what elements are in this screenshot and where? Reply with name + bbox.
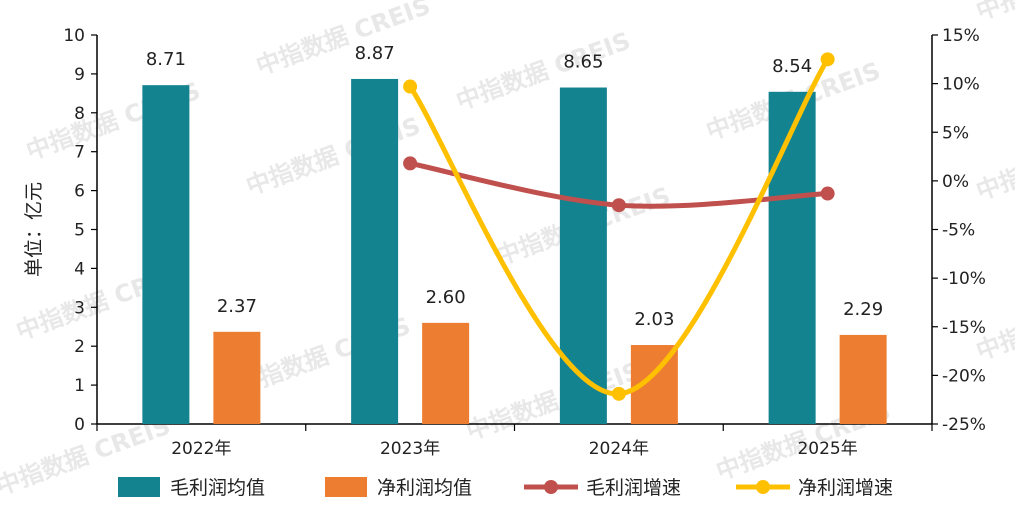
x-tick-label: 2024年 [589, 439, 649, 459]
y-right-tick-label: -20% [942, 366, 986, 386]
legend-marker [544, 480, 558, 494]
legend-label: 净利润增速 [798, 477, 893, 499]
legend-marker [756, 480, 770, 494]
x-tick-label: 2025年 [797, 439, 857, 459]
legend-label: 毛利润增速 [586, 477, 681, 499]
y-right-tick-label: -25% [942, 415, 986, 435]
bar [213, 331, 261, 424]
x-tick-label: 2022年 [171, 439, 231, 459]
bar [422, 322, 470, 424]
series-point [611, 386, 626, 401]
bar-data-label: 2.60 [426, 287, 466, 308]
y-right-tick-label: 5% [942, 123, 969, 143]
series-point [403, 79, 418, 94]
y-right-tick-label: 10% [942, 75, 980, 95]
watermark-text: 中指数据 CREIS [252, 0, 434, 81]
watermark-text: 中指数据 CREIS [462, 357, 644, 446]
bar-data-label: 8.87 [355, 43, 395, 64]
y-left-tick-label: 10 [63, 26, 85, 46]
bar-data-label: 8.54 [772, 56, 812, 77]
y-right-tick-label: -5% [942, 221, 975, 241]
bar [839, 334, 887, 424]
y-axis-title: 单位：亿元 [23, 182, 45, 277]
bar-data-label: 8.71 [146, 49, 186, 70]
y-left-tick-label: 9 [74, 65, 85, 85]
y-left-tick-label: 7 [74, 143, 85, 163]
bar [559, 87, 607, 424]
legend-label: 毛利润均值 [170, 477, 265, 499]
bar-data-label: 2.37 [217, 296, 257, 317]
y-left-tick-label: 2 [74, 337, 85, 357]
series-point [820, 52, 835, 67]
series-point [403, 156, 418, 171]
bar-data-label: 2.03 [634, 309, 674, 330]
y-right-tick-label: -10% [942, 269, 986, 289]
y-left-tick-label: 5 [74, 221, 85, 241]
y-left-tick-label: 0 [74, 415, 85, 435]
x-tick-label: 2023年 [380, 439, 440, 459]
legend-label: 净利润均值 [377, 477, 472, 499]
y-right-tick-label: 15% [942, 26, 980, 46]
y-right-tick-label: 0% [942, 172, 969, 192]
y-right-tick-label: -15% [942, 318, 986, 338]
bar-data-label: 8.65 [563, 52, 603, 73]
bar [351, 78, 399, 424]
series-point [820, 186, 835, 201]
y-left-tick-label: 4 [74, 259, 85, 279]
y-left-tick-label: 3 [74, 298, 85, 318]
y-left-tick-label: 6 [74, 182, 85, 202]
bar [142, 85, 190, 424]
legend-swatch [325, 477, 367, 497]
bar-data-label: 2.29 [843, 299, 883, 320]
legend-swatch [118, 477, 160, 497]
bar [768, 91, 816, 424]
watermark-text: 中指数据 CREIS [972, 0, 1015, 26]
y-left-tick-label: 1 [74, 376, 85, 396]
y-left-tick-label: 8 [74, 104, 85, 124]
series-point [611, 198, 626, 213]
watermark-text: 中指数据 CREIS [972, 117, 1015, 206]
